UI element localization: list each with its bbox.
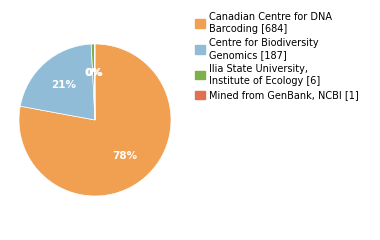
Wedge shape xyxy=(20,44,95,120)
Text: 21%: 21% xyxy=(51,79,76,90)
Text: 78%: 78% xyxy=(112,151,138,161)
Legend: Canadian Centre for DNA
Barcoding [684], Centre for Biodiversity
Genomics [187],: Canadian Centre for DNA Barcoding [684],… xyxy=(195,12,359,100)
Wedge shape xyxy=(91,44,95,120)
Text: 0%: 0% xyxy=(86,68,104,78)
Text: 0%: 0% xyxy=(85,68,103,78)
Wedge shape xyxy=(19,44,171,196)
